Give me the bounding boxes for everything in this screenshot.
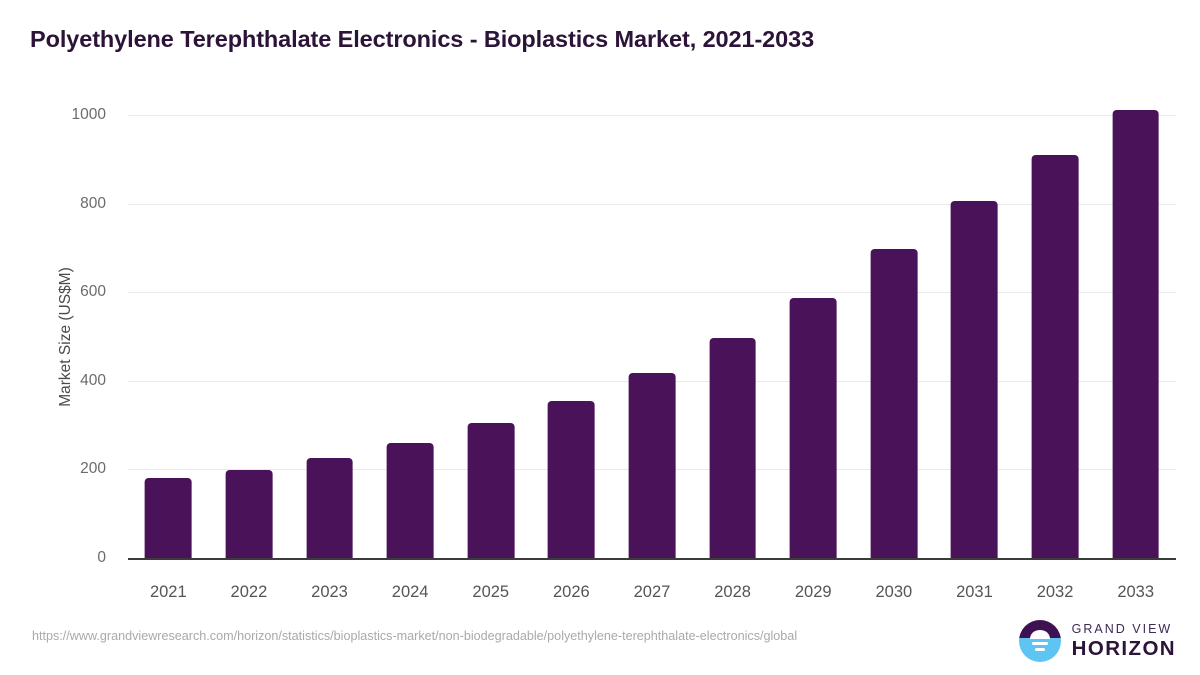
x-axis-tick-label: 2027	[633, 583, 671, 601]
y-axis-tick-label: 0	[97, 549, 106, 566]
gridline	[128, 115, 1176, 116]
x-axis-line	[128, 558, 1176, 560]
y-axis-tick-label: 1000	[71, 106, 106, 123]
gridline	[128, 558, 1176, 559]
bar[interactable]	[628, 372, 676, 558]
bar[interactable]	[951, 200, 998, 558]
source-url[interactable]: https://www.grandviewresearch.com/horizo…	[32, 629, 798, 643]
x-axis-tick-label: 2023	[311, 583, 348, 601]
bar-group: 2029	[773, 115, 854, 601]
logo-wordmark: GRAND VIEW HORIZON	[1071, 621, 1176, 660]
y-axis-tick-label: 800	[80, 194, 106, 212]
bar-group: 2022	[209, 115, 290, 601]
bar-group: 2030	[854, 115, 935, 601]
gridline	[128, 203, 1176, 205]
y-axis-tick-label: 400	[80, 371, 106, 389]
x-axis-tick-label: 2021	[149, 583, 187, 601]
horizon-circle-icon	[1018, 620, 1061, 662]
bar[interactable]	[306, 458, 353, 558]
logo-text-horizon: HORIZON	[1071, 637, 1176, 660]
bar[interactable]	[1031, 154, 1079, 558]
x-axis-tick-label: 2028	[714, 583, 751, 601]
grand-view-horizon-logo: GRAND VIEW HORIZON	[1018, 618, 1176, 664]
x-axis-tick-label: 2029	[794, 583, 832, 601]
chart-title: Polyethylene Terephthalate Electronics -…	[30, 26, 815, 52]
bar-group: 2025	[450, 115, 531, 601]
bar-group: 2026	[531, 115, 612, 601]
bar-group: 2033	[1095, 109, 1176, 601]
bar[interactable]	[789, 297, 837, 558]
y-axis-tick-label: 600	[80, 283, 106, 301]
x-axis-tick-label: 2025	[472, 583, 510, 601]
x-axis-tick-label: 2031	[956, 583, 993, 601]
x-axis-tick-label: 2032	[1036, 583, 1074, 601]
logo-text-grand-view: GRAND VIEW	[1071, 621, 1173, 636]
bar[interactable]	[467, 422, 515, 558]
bar-group: 2021	[128, 115, 209, 601]
x-axis-tick-label: 2030	[875, 583, 913, 601]
bar[interactable]	[386, 443, 434, 558]
bar-group: 2024	[370, 115, 451, 601]
bar-group: 2023	[289, 115, 370, 601]
x-axis-tick-label: 2033	[1117, 583, 1155, 601]
bar-group: 2031	[934, 115, 1015, 601]
x-axis-tick-label: 2022	[230, 583, 268, 601]
x-axis-tick-label: 2026	[553, 583, 590, 601]
bar[interactable]	[709, 337, 756, 558]
bar-series: 2021 2022 2023 2024 2025 2026 2027 2028 2029 2030…	[128, 109, 1176, 601]
bar[interactable]	[1112, 109, 1160, 558]
bar-group: 2032	[1015, 115, 1096, 601]
bar-group: 2028	[692, 115, 773, 601]
plot-area: Market Size (US$M) 0 200 400 600 800 1000 202…	[57, 106, 1176, 601]
x-axis-tick-label: 2024	[391, 583, 429, 601]
gridline	[128, 292, 1176, 294]
y-axis-tick-label: 200	[80, 460, 106, 478]
bar[interactable]	[144, 478, 192, 558]
bar[interactable]	[870, 249, 918, 558]
bar[interactable]	[225, 469, 273, 558]
bar[interactable]	[547, 401, 595, 558]
bar-group: 2027	[612, 115, 693, 601]
